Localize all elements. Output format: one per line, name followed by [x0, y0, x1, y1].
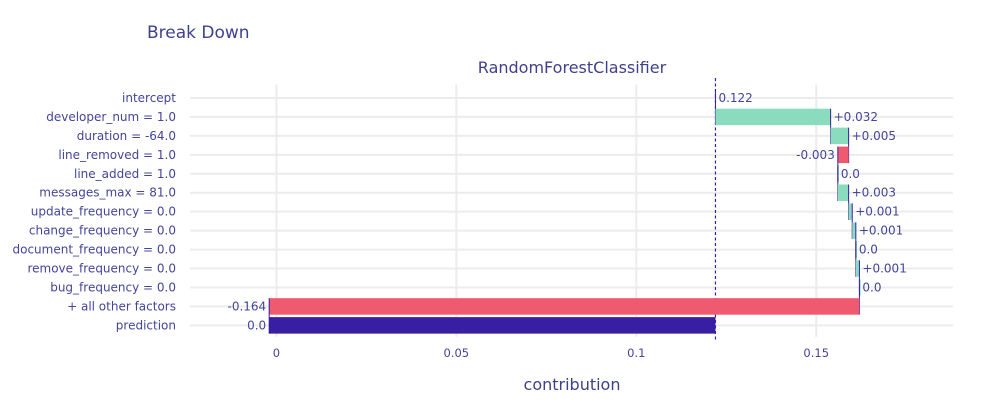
x-axis-title: contribution	[524, 375, 621, 394]
y-category-label: developer_num = 1.0	[46, 110, 176, 124]
data-label: 0.0	[859, 243, 878, 257]
data-label: 0.0	[862, 280, 881, 294]
y-category-label: + all other factors	[67, 299, 176, 313]
data-label: +0.001	[855, 205, 899, 219]
y-category-label: prediction	[116, 318, 176, 332]
y-category-label: document_frequency = 0.0	[13, 243, 177, 257]
bar-7	[852, 222, 856, 239]
label-layer: 0 0.05 0.1 0.15 intercept 0.122 developer_num …	[13, 91, 907, 360]
data-label: +0.001	[862, 262, 906, 276]
bar-1	[715, 108, 831, 126]
y-category-label: remove_frequency = 0.0	[27, 262, 176, 276]
bar-4	[837, 165, 840, 183]
x-tick-label: 0	[273, 346, 280, 360]
bar-8	[855, 241, 858, 258]
x-tick-label: 0.15	[803, 346, 829, 360]
y-category-label: duration = -64.0	[77, 129, 176, 143]
data-label: 0.0	[841, 167, 860, 181]
data-label: +0.003	[852, 186, 896, 200]
y-category-label: update_frequency = 0.0	[31, 205, 176, 219]
y-category-label: intercept	[122, 91, 176, 105]
data-label: 0.0	[247, 318, 266, 332]
chart-title: Break Down	[147, 23, 250, 43]
bar-9	[855, 260, 860, 277]
data-label: 0.122	[718, 91, 752, 105]
y-category-label: line_removed = 1.0	[58, 148, 176, 162]
data-label: -0.164	[227, 299, 266, 313]
data-label: -0.003	[796, 148, 835, 162]
data-label: +0.001	[859, 224, 903, 238]
bar-12	[269, 317, 716, 334]
bar-10	[859, 279, 861, 296]
y-category-label: change_frequency = 0.0	[29, 224, 176, 238]
chart-subtitle: RandomForestClassifier	[478, 58, 667, 77]
y-category-label: messages_max = 81.0	[39, 186, 176, 200]
bar-2	[830, 127, 849, 145]
bar-layer	[268, 89, 861, 334]
x-tick-label: 0.05	[444, 346, 470, 360]
y-category-label: line_added = 1.0	[74, 167, 176, 181]
bar-6	[848, 203, 853, 220]
bar-3	[837, 146, 849, 164]
bar-5	[837, 184, 849, 201]
data-label: +0.032	[834, 110, 878, 124]
x-tick-label: 0.1	[627, 346, 645, 360]
bar-11	[269, 298, 860, 315]
y-category-label: bug_frequency = 0.0	[50, 280, 176, 294]
data-label: +0.005	[852, 129, 896, 143]
